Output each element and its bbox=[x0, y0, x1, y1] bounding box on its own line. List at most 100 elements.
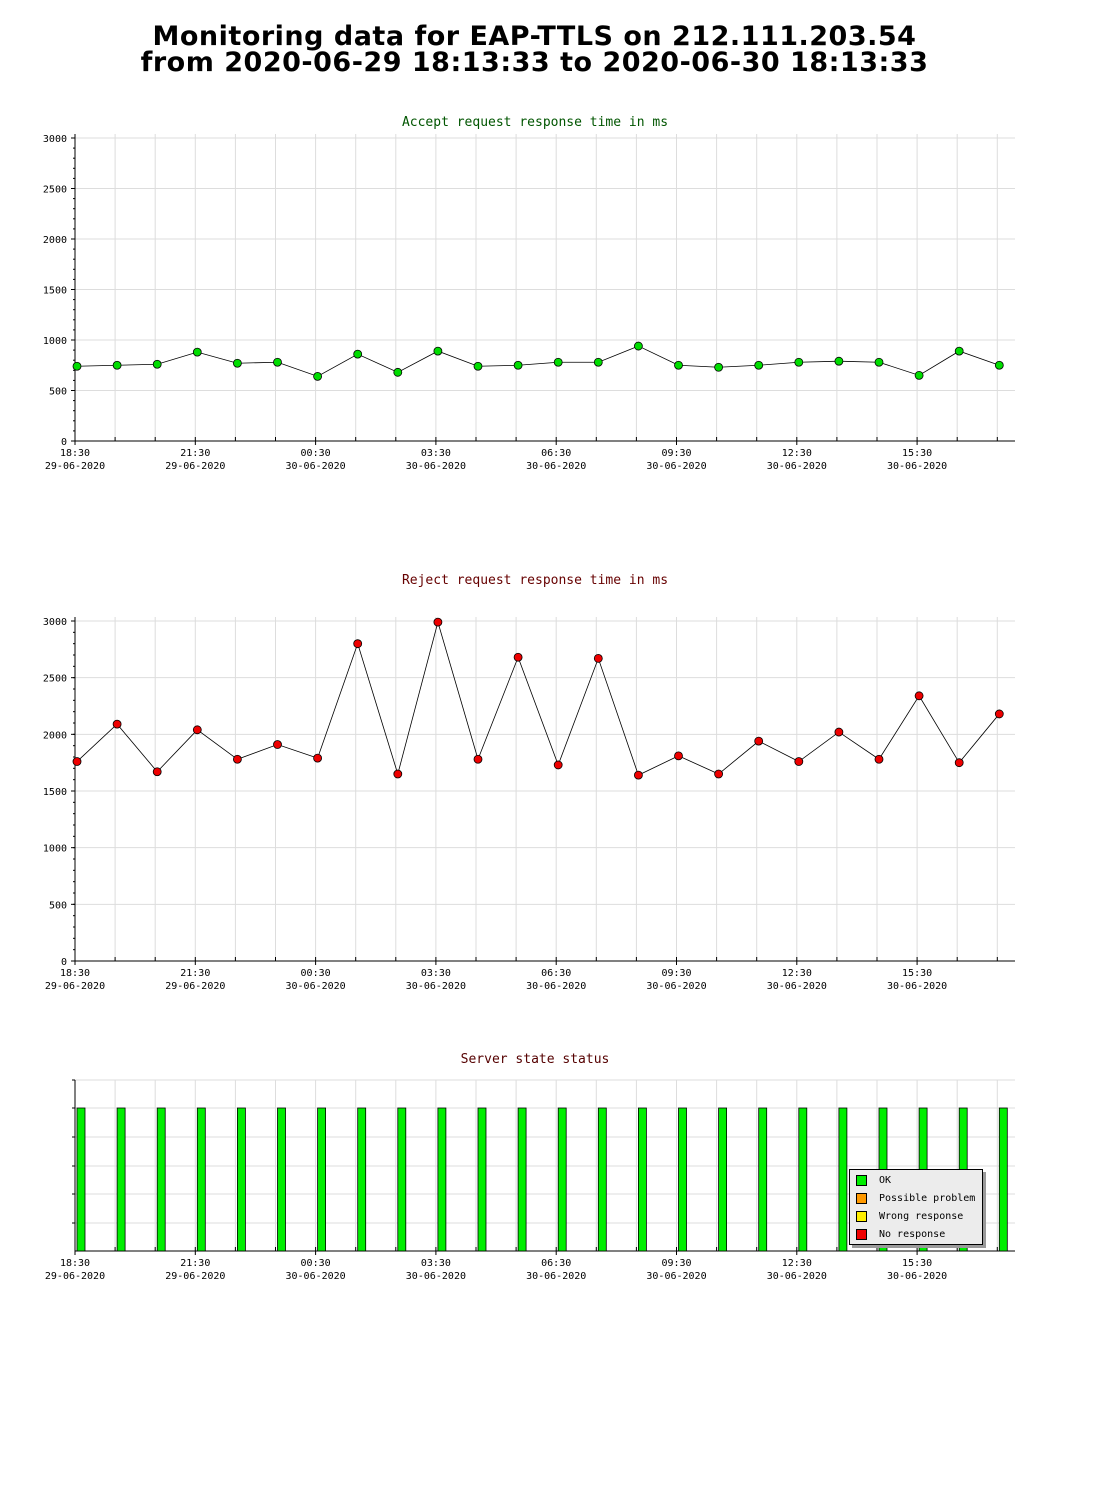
legend-item-possible-problem: Possible problem bbox=[856, 1192, 975, 1204]
status-bar bbox=[838, 1107, 848, 1252]
reject-data-point bbox=[593, 654, 603, 663]
reject-data-point bbox=[994, 709, 1004, 719]
reject-y-tick-label: 500 bbox=[49, 900, 67, 911]
reject-data-point bbox=[72, 757, 82, 766]
reject-x-tick-time: 09:30 bbox=[661, 968, 691, 979]
status-bar bbox=[397, 1107, 407, 1252]
accept-data-point bbox=[313, 371, 323, 381]
reject-x-tick-date: 30-06-2020 bbox=[285, 981, 345, 992]
legend-item-no-response: No response bbox=[856, 1228, 945, 1240]
reject-data-point bbox=[714, 769, 723, 779]
status-x-tick-time: 15:30 bbox=[902, 1258, 932, 1269]
accept-x-tick-date: 30-06-2020 bbox=[285, 461, 345, 472]
accept-data-point bbox=[112, 360, 122, 370]
reject-y-tick-label: 2500 bbox=[43, 674, 67, 685]
accept-y-tick-label: 500 bbox=[49, 387, 67, 398]
legend-swatch-no-response bbox=[856, 1228, 867, 1240]
accept-x-tick-time: 09:30 bbox=[661, 448, 691, 459]
accept-x-tick-time: 00:30 bbox=[301, 448, 331, 459]
accept-data-point bbox=[192, 347, 202, 357]
accept-x-tick-date: 30-06-2020 bbox=[646, 461, 706, 472]
reject-y-tick-label: 1000 bbox=[43, 844, 67, 855]
reject-data-point bbox=[433, 617, 443, 627]
accept-x-tick-time: 06:30 bbox=[541, 448, 571, 459]
accept-data-point bbox=[714, 362, 723, 372]
reject-data-point bbox=[393, 769, 403, 779]
accept-data-point bbox=[513, 360, 523, 370]
status-bar bbox=[557, 1107, 567, 1252]
status-x-tick-date: 29-06-2020 bbox=[45, 1271, 105, 1282]
reject-data-point bbox=[674, 751, 683, 761]
accept-x-tick-time: 03:30 bbox=[421, 448, 451, 459]
accept-data-point bbox=[754, 360, 764, 370]
reject-data-point bbox=[513, 652, 523, 662]
accept-data-point bbox=[433, 346, 443, 356]
status-legend: OK Possible problem Wrong response No re… bbox=[849, 1169, 983, 1245]
accept-series-line bbox=[76, 345, 1000, 377]
accept-data-point bbox=[473, 361, 483, 371]
status-bar bbox=[116, 1107, 126, 1252]
accept-y-tick-label: 2000 bbox=[43, 235, 67, 246]
status-bar bbox=[517, 1107, 527, 1252]
reject-data-point bbox=[112, 719, 122, 729]
reject-data-point bbox=[192, 725, 202, 735]
accept-y-tick-label: 1500 bbox=[43, 286, 67, 297]
reject-y-tick-label: 2000 bbox=[43, 730, 67, 741]
status-x-tick-time: 12:30 bbox=[782, 1258, 812, 1269]
status-bar bbox=[638, 1107, 647, 1252]
reject-x-tick-date: 30-06-2020 bbox=[646, 981, 706, 992]
status-x-tick-date: 30-06-2020 bbox=[887, 1271, 947, 1282]
reject-chart-title: Reject request response time in ms bbox=[402, 573, 668, 588]
legend-swatch-ok bbox=[856, 1174, 867, 1186]
status-bar bbox=[277, 1107, 286, 1252]
reject-series-line bbox=[76, 620, 1000, 776]
accept-data-point bbox=[674, 360, 683, 370]
reject-y-tick-label: 1500 bbox=[43, 787, 67, 798]
accept-x-tick-date: 30-06-2020 bbox=[767, 461, 827, 472]
status-x-tick-time: 06:30 bbox=[541, 1258, 571, 1269]
page-title-line-1: Monitoring data for EAP-TTLS on 212.111.… bbox=[152, 21, 917, 52]
reject-x-tick-time: 00:30 bbox=[301, 968, 331, 979]
legend-swatch-wrong-response bbox=[856, 1210, 867, 1222]
accept-data-point bbox=[72, 361, 82, 371]
page-title-line-2: from 2020-06-29 18:13:33 to 2020-06-30 1… bbox=[140, 47, 929, 78]
reject-data-point bbox=[353, 639, 363, 649]
status-chart: Server state status 18:30 29-06-2020 21:30 2… bbox=[45, 1052, 1015, 1282]
status-x-tick-time: 21:30 bbox=[180, 1258, 210, 1269]
reject-x-tick-date: 30-06-2020 bbox=[406, 981, 466, 992]
status-bar bbox=[437, 1107, 447, 1252]
status-x-tick-time: 09:30 bbox=[661, 1258, 691, 1269]
accept-y-tick-label: 3000 bbox=[43, 134, 67, 145]
status-bar bbox=[477, 1107, 487, 1252]
status-x-tick-date: 30-06-2020 bbox=[767, 1271, 827, 1282]
reject-x-tick-time: 18:30 bbox=[60, 968, 90, 979]
legend-label-ok: OK bbox=[879, 1174, 892, 1186]
reject-x-tick-time: 06:30 bbox=[541, 968, 571, 979]
legend-item-wrong-response: Wrong response bbox=[856, 1210, 963, 1222]
accept-x-tick-date: 29-06-2020 bbox=[45, 461, 105, 472]
accept-x-tick-date: 30-06-2020 bbox=[887, 461, 947, 472]
reject-x-tick-date: 30-06-2020 bbox=[526, 981, 586, 992]
reject-x-tick-time: 21:30 bbox=[180, 968, 210, 979]
legend-swatch-possible-problem bbox=[856, 1192, 867, 1204]
reject-data-point bbox=[313, 753, 323, 763]
accept-data-point bbox=[273, 357, 282, 367]
status-bar bbox=[317, 1107, 327, 1252]
status-x-tick-time: 18:30 bbox=[60, 1258, 90, 1269]
legend-item-ok: OK bbox=[856, 1174, 891, 1186]
accept-data-point bbox=[353, 349, 363, 359]
status-x-tick-date: 30-06-2020 bbox=[285, 1271, 345, 1282]
reject-data-point bbox=[553, 760, 563, 770]
accept-data-point bbox=[914, 370, 924, 380]
accept-chart: Accept request response time in ms 0 500 10… bbox=[43, 115, 1015, 472]
accept-data-point bbox=[152, 359, 162, 369]
accept-x-tick-time: 15:30 bbox=[902, 448, 932, 459]
status-chart-title: Server state status bbox=[461, 1052, 610, 1067]
status-bar bbox=[76, 1107, 86, 1252]
accept-y-tick-label: 2500 bbox=[43, 185, 67, 196]
status-bar bbox=[678, 1107, 687, 1252]
accept-chart-title: Accept request response time in ms bbox=[402, 115, 668, 130]
legend-label-no-response: No response bbox=[879, 1228, 946, 1240]
status-bar bbox=[196, 1107, 206, 1252]
